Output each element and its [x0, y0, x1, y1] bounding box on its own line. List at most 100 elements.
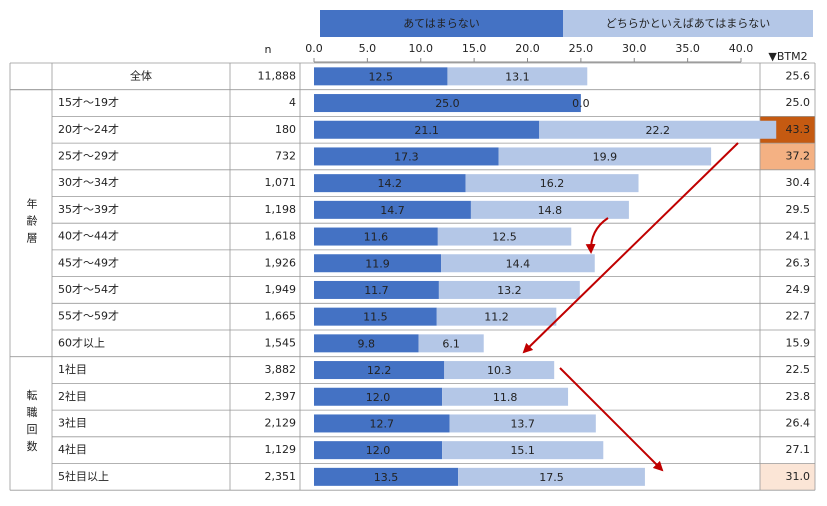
bar-label: 16.2	[540, 177, 565, 190]
row-label: 25才～29才	[58, 148, 119, 162]
row-label: 3社目	[58, 415, 87, 429]
btm2-value: 25.6	[786, 69, 811, 82]
arrow	[585, 217, 609, 254]
bar-label: 14.2	[378, 177, 403, 190]
bar-label: 11.9	[365, 257, 390, 270]
row-label: 30才～34才	[58, 175, 119, 189]
bar-label: 12.0	[366, 444, 391, 457]
row-label: 60才以上	[58, 335, 105, 349]
bar-segment	[314, 200, 471, 219]
bar-segment	[447, 67, 588, 86]
bar-segment	[444, 361, 555, 380]
x-tick-label: 15.0	[462, 42, 487, 55]
bar-segment	[314, 334, 419, 353]
bar-segment	[438, 280, 580, 299]
row-label: 4社目	[58, 442, 87, 456]
bar-label: 12.2	[367, 364, 392, 377]
bar-segment	[442, 387, 569, 406]
x-tick-label: 10.0	[409, 42, 434, 55]
bar-label: 14.7	[380, 204, 405, 217]
row-label: 1社目	[58, 362, 87, 376]
n-value: 1,198	[265, 203, 297, 216]
btm2-value: 29.5	[786, 203, 811, 216]
bar-label: 11.7	[364, 284, 389, 297]
btm2-value: 37.2	[786, 149, 811, 162]
bar-segment	[314, 227, 438, 246]
bar-label: 14.8	[538, 204, 563, 217]
bar-segment	[436, 307, 557, 326]
bar-label: 11.2	[484, 311, 509, 324]
bar-segment	[458, 467, 645, 486]
btm2-value: 26.4	[786, 416, 811, 429]
bar-segment	[314, 120, 540, 139]
bar-label: 11.8	[493, 391, 518, 404]
btm2-value: 27.1	[786, 443, 811, 456]
bar-label: 13.2	[497, 284, 522, 297]
n-value: 11,888	[258, 69, 297, 82]
btm2-value: 22.5	[786, 363, 811, 376]
x-tick-label: 5.0	[359, 42, 377, 55]
x-tick-label: 0.0	[305, 42, 323, 55]
bar-label: 12.7	[370, 417, 395, 430]
x-tick-label: 35.0	[675, 42, 700, 55]
n-value: 1,665	[265, 310, 297, 323]
bar-label: 17.3	[394, 150, 419, 163]
arrow	[522, 142, 739, 354]
btm2-value: 25.0	[786, 96, 811, 109]
bar-label: 0.0	[572, 97, 590, 110]
bar-label: 21.1	[414, 124, 439, 137]
bar-label: 12.0	[366, 391, 391, 404]
x-tick-label: 20.0	[515, 42, 540, 55]
n-header: n	[265, 43, 272, 56]
bar-segment	[442, 441, 604, 460]
bar-segment	[314, 94, 581, 113]
bar-segment	[314, 174, 466, 193]
bar-segment	[418, 334, 484, 353]
btm2-value: 22.7	[786, 310, 811, 323]
bar-label: 19.9	[593, 150, 618, 163]
bar-segment	[465, 174, 639, 193]
bar-label: 15.1	[510, 444, 535, 457]
bar-segment	[539, 120, 777, 139]
btm2-value: 43.3	[786, 123, 811, 136]
group-label: 年齢層	[25, 196, 38, 248]
bar-segment	[314, 441, 443, 460]
btm2-value: 24.9	[786, 283, 811, 296]
bar-label: 9.8	[358, 337, 376, 350]
bar-label: 13.5	[374, 471, 399, 484]
row-label: 2社目	[58, 389, 87, 403]
legend-label: あてはまらない	[403, 17, 480, 30]
bar-segment	[470, 200, 629, 219]
btm2-value: 15.9	[786, 336, 811, 349]
row-label: 45才～49才	[58, 255, 119, 269]
n-value: 1,949	[265, 283, 297, 296]
row-label: 35才～39才	[58, 202, 119, 216]
bar-label: 14.4	[506, 257, 531, 270]
group-label: 転職回数	[25, 389, 38, 457]
bar-segment	[314, 361, 445, 380]
bar-label: 11.6	[364, 231, 389, 244]
n-value: 2,351	[265, 470, 297, 483]
bar-segment	[314, 387, 443, 406]
bar-segment	[314, 67, 448, 86]
x-tick-label: 25.0	[569, 42, 594, 55]
n-value: 3,882	[265, 363, 297, 376]
btm2-header: ▼BTM2	[768, 50, 807, 63]
row-label: 40才～44才	[58, 229, 119, 243]
bar-segment	[437, 227, 572, 246]
bar-segment	[314, 414, 450, 433]
bar-segment	[314, 254, 442, 273]
arrow	[559, 367, 664, 472]
btm2-value: 26.3	[786, 256, 811, 269]
n-value: 1,129	[265, 443, 297, 456]
x-tick-label: 40.0	[729, 42, 754, 55]
n-value: 1,618	[265, 230, 297, 243]
row-label: 15才～19才	[58, 95, 119, 109]
annotation-arrows	[522, 142, 739, 472]
legend-swatch	[563, 10, 813, 37]
bar-label: 12.5	[368, 70, 393, 83]
legend-label: どちらかといえばあてはまらない	[606, 17, 771, 30]
x-tick-label: 30.0	[622, 42, 647, 55]
n-value: 4	[289, 96, 296, 109]
row-label: 50才～54才	[58, 282, 119, 296]
